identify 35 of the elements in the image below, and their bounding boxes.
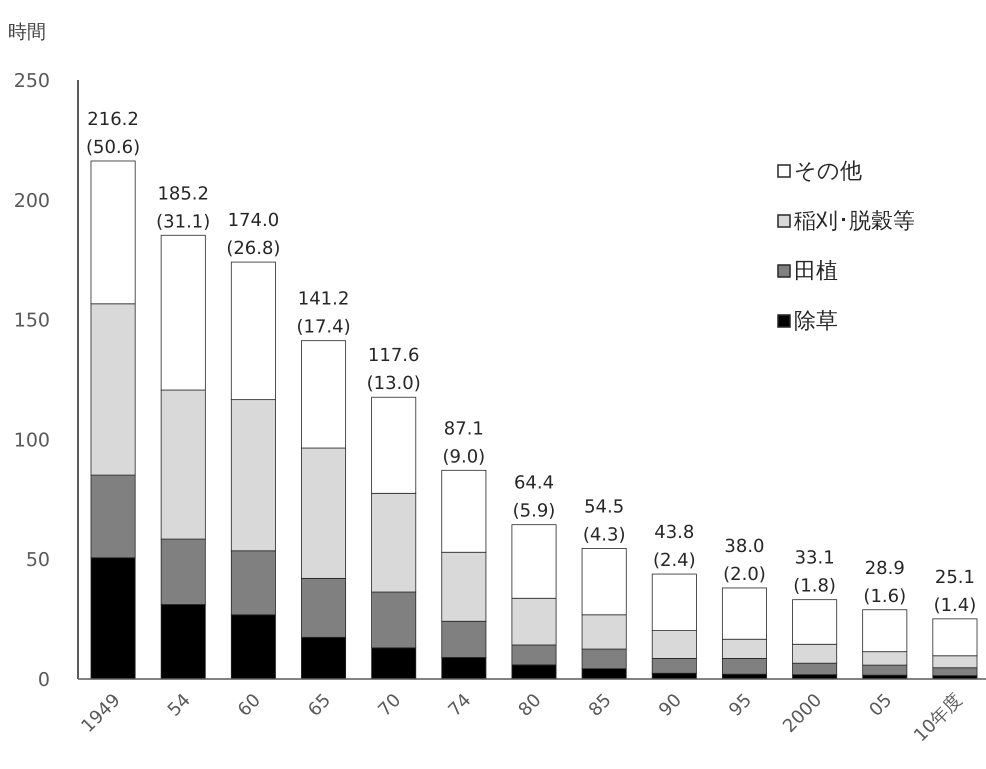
- x-tick-label: 60: [234, 690, 265, 721]
- total-label: 33.1 (1.8): [793, 548, 836, 597]
- x-tick-label: 54: [164, 690, 195, 721]
- x-tick-label: 05: [865, 690, 896, 721]
- y-tick-label: 100: [14, 429, 50, 452]
- y-tick-label: 50: [26, 549, 50, 572]
- total-label: 117.6 (13.0): [366, 345, 421, 394]
- total-label: 43.8 (2.4): [652, 522, 696, 572]
- y-tick-label: 150: [14, 310, 50, 332]
- total-label: 28.9 (1.6): [863, 558, 906, 607]
- x-tick-label: 70: [374, 690, 406, 721]
- x-tick-label: 90: [654, 690, 686, 721]
- total-label: 25.1 (1.4): [934, 566, 976, 616]
- total-label: 87.1 (9.0): [442, 418, 486, 468]
- legend-label: 除草: [794, 309, 838, 334]
- y-tick-label: 200: [14, 190, 50, 212]
- y-axis-title: 時間: [8, 21, 46, 43]
- total-label: 216.2 (50.6): [86, 108, 140, 158]
- total-label: 174.0 (26.8): [226, 210, 280, 260]
- x-tick-label: 85: [584, 690, 616, 721]
- x-tick-label: 74: [444, 690, 476, 721]
- legend-label: その他: [794, 159, 862, 184]
- total-label: 54.5 (4.3): [582, 496, 626, 546]
- x-tick-label: 65: [304, 690, 336, 721]
- y-tick-label: 250: [14, 70, 50, 92]
- total-label: 141.2 (17.4): [296, 288, 351, 338]
- x-tick-label: 95: [724, 690, 756, 721]
- total-label: 64.4 (5.9): [512, 472, 556, 522]
- total-label: 38.0 (2.0): [723, 536, 766, 585]
- legend-label: 稲刈･脱穀等: [794, 209, 915, 234]
- y-tick-label: 0: [38, 669, 50, 691]
- total-label: 185.2 (31.1): [156, 183, 210, 232]
- x-tick-label: 10年度: [910, 690, 966, 746]
- x-tick-label: 80: [514, 690, 546, 721]
- legend-label: 田植: [794, 259, 838, 284]
